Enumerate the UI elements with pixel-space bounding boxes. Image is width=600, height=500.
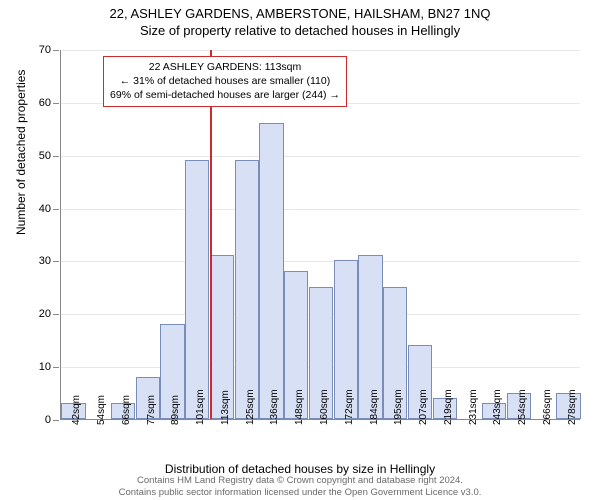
xtick-label: 66sqm	[121, 395, 132, 425]
chart-area: 01020304050607042sqm54sqm66sqm77sqm89sqm…	[60, 50, 580, 420]
histogram-bar	[185, 160, 209, 419]
ytick	[53, 156, 59, 157]
ytick	[53, 261, 59, 262]
annotation-line: 69% of semi-detached houses are larger (…	[110, 88, 340, 102]
xtick-label: 54sqm	[96, 395, 107, 425]
xtick-label: 77sqm	[146, 395, 157, 425]
annotation-box: 22 ASHLEY GARDENS: 113sqm← 31% of detach…	[103, 56, 347, 107]
xtick-label: 172sqm	[344, 389, 355, 425]
subtitle: Size of property relative to detached ho…	[0, 23, 600, 38]
xtick-label: 136sqm	[269, 389, 280, 425]
xtick-label: 148sqm	[294, 389, 305, 425]
title-block: 22, ASHLEY GARDENS, AMBERSTONE, HAILSHAM…	[0, 0, 600, 38]
xtick-label: 184sqm	[369, 389, 380, 425]
ytick-label: 70	[39, 44, 51, 56]
xtick-label: 219sqm	[443, 389, 454, 425]
address-title: 22, ASHLEY GARDENS, AMBERSTONE, HAILSHAM…	[0, 6, 600, 21]
xtick-label: 113sqm	[220, 390, 231, 425]
xtick-label: 278sqm	[567, 389, 578, 425]
ytick-label: 10	[39, 361, 51, 373]
ytick	[53, 367, 59, 368]
ytick	[53, 420, 59, 421]
ytick-label: 60	[39, 97, 51, 109]
xtick-label: 254sqm	[517, 389, 528, 425]
attribution: Contains HM Land Registry data © Crown c…	[0, 475, 600, 498]
xtick-label: 266sqm	[542, 389, 553, 425]
ytick	[53, 314, 59, 315]
attribution-line1: Contains HM Land Registry data © Crown c…	[0, 475, 600, 486]
xtick-label: 42sqm	[71, 395, 82, 425]
ytick	[53, 103, 59, 104]
xtick-label: 207sqm	[418, 389, 429, 425]
x-axis-label: Distribution of detached houses by size …	[0, 462, 600, 476]
ytick-label: 30	[39, 255, 51, 267]
ytick	[53, 209, 59, 210]
ytick-label: 50	[39, 150, 51, 162]
ytick-label: 0	[45, 414, 51, 426]
xtick-label: 101sqm	[195, 389, 206, 425]
gridline	[61, 261, 580, 262]
gridline	[61, 50, 580, 51]
gridline	[61, 156, 580, 157]
histogram-bar	[259, 123, 283, 419]
ytick-label: 40	[39, 203, 51, 215]
xtick-label: 231sqm	[468, 389, 479, 425]
xtick-label: 89sqm	[170, 395, 181, 425]
y-axis-label: Number of detached properties	[14, 70, 28, 235]
histogram-bar	[235, 160, 259, 419]
ytick	[53, 50, 59, 51]
xtick-label: 160sqm	[319, 389, 330, 425]
plot-region: 01020304050607042sqm54sqm66sqm77sqm89sqm…	[60, 50, 580, 420]
xtick-label: 243sqm	[492, 389, 503, 425]
xtick-label: 125sqm	[245, 389, 256, 425]
ytick-label: 20	[39, 308, 51, 320]
attribution-line2: Contains public sector information licen…	[0, 487, 600, 498]
xtick-label: 195sqm	[393, 389, 404, 425]
gridline	[61, 209, 580, 210]
annotation-line: ← 31% of detached houses are smaller (11…	[110, 74, 340, 88]
annotation-line: 22 ASHLEY GARDENS: 113sqm	[110, 60, 340, 74]
